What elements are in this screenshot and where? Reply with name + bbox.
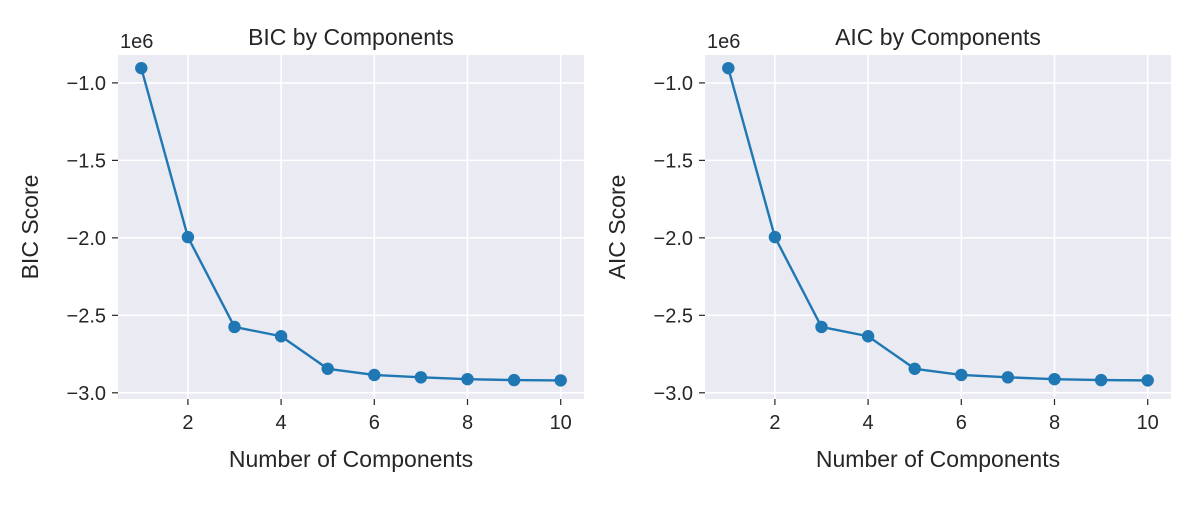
aic-data-point <box>955 368 968 382</box>
aic-x-tick-label: 2 <box>769 412 780 434</box>
aic-y-tick-label: −3.0 <box>654 383 693 405</box>
bic-x-tick-label: 4 <box>276 412 287 434</box>
bic-data-point <box>507 373 521 387</box>
aic-plot-area <box>705 55 1171 399</box>
aic-x-tick-label: 8 <box>1049 412 1060 434</box>
aic-data-point <box>1048 372 1061 386</box>
aic-data-point <box>815 320 828 334</box>
bic-ticks: 2 4 6 8 10 −1.0 −1.5 −2.0 −2.5 −3.0 <box>67 73 572 434</box>
bic-y-axis-label: BIC Score <box>17 175 43 280</box>
bic-x-axis-label: Number of Components <box>229 446 473 472</box>
bic-data-point <box>274 330 288 343</box>
aic-data-point <box>1094 373 1108 387</box>
bic-y-offset-label: 1e6 <box>120 31 153 53</box>
bic-x-tick-label: 10 <box>550 412 572 434</box>
aic-data-point <box>1141 374 1154 387</box>
bic-y-tick-label: −1.0 <box>67 73 106 95</box>
bic-series-line <box>140 66 562 382</box>
aic-ticks: 2 4 6 8 10 −1.0 −1.5 −2.0 −2.5 −3.0 <box>654 73 1159 434</box>
bic-marks <box>135 61 567 387</box>
aic-data-point <box>1001 371 1015 384</box>
bic-data-point <box>414 371 428 384</box>
bic-y-tick-label: −2.0 <box>67 228 106 250</box>
bic-y-tick-label: −2.5 <box>67 305 106 327</box>
aic-data-point <box>908 362 921 375</box>
aic-x-tick-label: 10 <box>1137 412 1159 434</box>
aic-data-point <box>861 330 875 343</box>
aic-data-point <box>722 61 735 75</box>
aic-grid <box>705 55 1171 399</box>
bic-chart-title: BIC by Components <box>248 24 454 50</box>
aic-y-tick-label: −1.5 <box>654 150 693 172</box>
bic-data-point <box>135 61 148 75</box>
bic-data-point <box>181 230 195 244</box>
aic-marks <box>722 61 1154 387</box>
bic-data-point <box>554 374 567 387</box>
aic-y-tick-label: −2.5 <box>654 305 693 327</box>
bic-grid <box>118 55 584 399</box>
aic-x-tick-label: 6 <box>956 412 967 434</box>
bic-chart: 2 4 6 8 10 −1.0 −1.5 −2.0 −2.5 −3.0 BIC by Compon… <box>17 24 584 472</box>
aic-y-axis-label: AIC Score <box>604 175 630 280</box>
bic-x-tick-label: 2 <box>182 412 193 434</box>
aic-y-tick-label: −1.0 <box>654 73 693 95</box>
bic-x-tick-label: 8 <box>462 412 473 434</box>
bic-data-point <box>228 320 241 334</box>
aic-y-tick-label: −2.0 <box>654 228 693 250</box>
aic-y-offset-label: 1e6 <box>707 31 740 53</box>
aic-chart-title: AIC by Components <box>835 24 1041 50</box>
bic-data-point <box>461 372 474 386</box>
bic-data-point <box>321 362 334 375</box>
bic-plot-area <box>118 55 584 399</box>
aic-data-point <box>768 230 782 244</box>
bic-x-tick-label: 6 <box>369 412 380 434</box>
aic-x-tick-label: 4 <box>863 412 874 434</box>
bic-data-point <box>368 368 381 382</box>
bic-y-tick-label: −1.5 <box>67 150 106 172</box>
aic-x-axis-label: Number of Components <box>816 446 1060 472</box>
aic-series-line <box>727 66 1149 382</box>
bic-y-tick-label: −3.0 <box>67 383 106 405</box>
aic-chart: 2 4 6 8 10 −1.0 −1.5 −2.0 −2.5 −3.0 AIC by Compon… <box>604 24 1171 472</box>
